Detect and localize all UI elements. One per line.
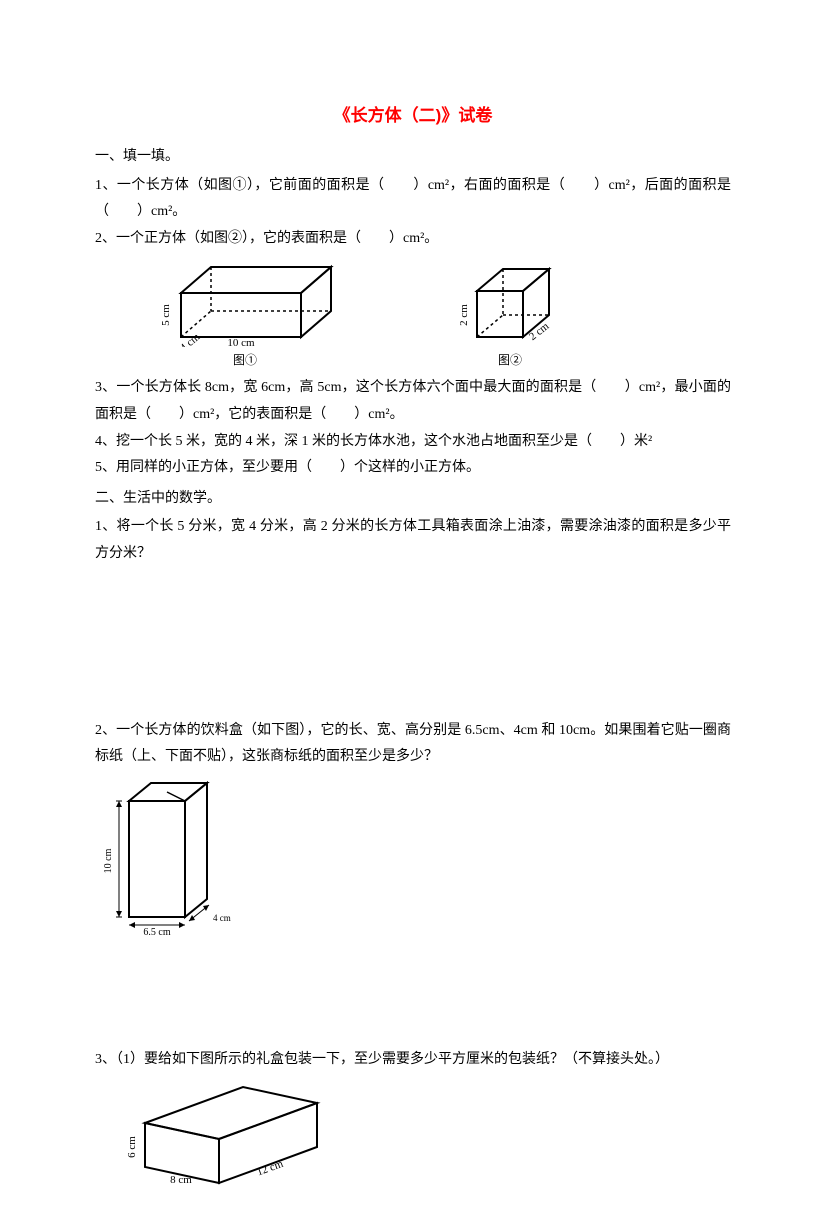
q1-1: 1、一个长方体（如图①），它前面的面积是（ ）cm²，右面的面积是（ ）cm²，… — [95, 173, 731, 226]
figure-4-gift-box: 6 cm 8 cm 12 cm — [123, 1079, 323, 1189]
page-title: 《长方体（二)》试卷 — [95, 100, 731, 132]
figure-1-wrap: 5 cm 4 cm 10 cm 图① — [155, 257, 335, 372]
figure-2-wrap: 2 cm 2 cm 图② — [455, 257, 565, 372]
fig3-w-label: 4 cm — [213, 913, 231, 923]
q2-3: 3、（1）要给如下图所示的礼盒包装一下，至少需要多少平方厘米的包装纸？（不算接头… — [95, 1047, 731, 1074]
figure-3-beverage-box: 10 cm 6.5 cm 4 cm — [103, 777, 233, 937]
q2-1: 1、将一个长 5 分米，宽 4 分米，高 2 分米的长方体工具箱表面涂上油漆，需… — [95, 514, 731, 567]
answer-space-2 — [95, 937, 731, 1047]
q1-3: 3、一个长方体长 8cm，宽 6cm，高 5cm，这个长方体六个面中最大面的面积… — [95, 375, 731, 428]
section-2-heading: 二、生活中的数学。 — [95, 486, 731, 513]
fig3-h-label: 10 cm — [103, 848, 114, 873]
fig2-d-label: 2 cm — [527, 320, 552, 343]
fig3-l-label: 6.5 cm — [143, 927, 170, 937]
q2-2: 2、一个长方体的饮料盒（如下图），它的长、宽、高分别是 6.5cm、4cm 和 … — [95, 718, 731, 771]
fig2-caption: 图② — [498, 349, 522, 372]
figure-3-wrap: 10 cm 6.5 cm 4 cm — [95, 777, 731, 937]
q1-5: 5、用同样的小正方体，至少要用（ ）个这样的小正方体。 — [95, 455, 731, 482]
fig1-h-label: 5 cm — [160, 303, 172, 325]
figure-2-cube: 2 cm 2 cm — [455, 257, 565, 347]
figure-4-wrap: 6 cm 8 cm 12 cm — [95, 1079, 731, 1189]
fig1-l-label: 10 cm — [227, 337, 255, 347]
fig1-caption: 图① — [233, 349, 257, 372]
fig4-w-label: 8 cm — [170, 1174, 192, 1186]
answer-space-1 — [95, 568, 731, 718]
section-1-heading: 一、填一填。 — [95, 144, 731, 171]
fig2-h-label: 2 cm — [458, 303, 470, 325]
q1-4: 4、挖一个长 5 米，宽的 4 米，深 1 米的长方体水池，这个水池占地面积至少… — [95, 429, 731, 456]
fig4-h-label: 6 cm — [126, 1136, 138, 1158]
q1-2: 2、一个正方体（如图②），它的表面积是（ ）cm²。 — [95, 226, 731, 253]
figure-1-cuboid: 5 cm 4 cm 10 cm — [155, 257, 335, 347]
figure-row-1: 5 cm 4 cm 10 cm 图① 2 cm 2 cm — [95, 257, 731, 372]
exam-page: 《长方体（二)》试卷 一、填一填。 1、一个长方体（如图①），它前面的面积是（ … — [0, 0, 826, 1229]
